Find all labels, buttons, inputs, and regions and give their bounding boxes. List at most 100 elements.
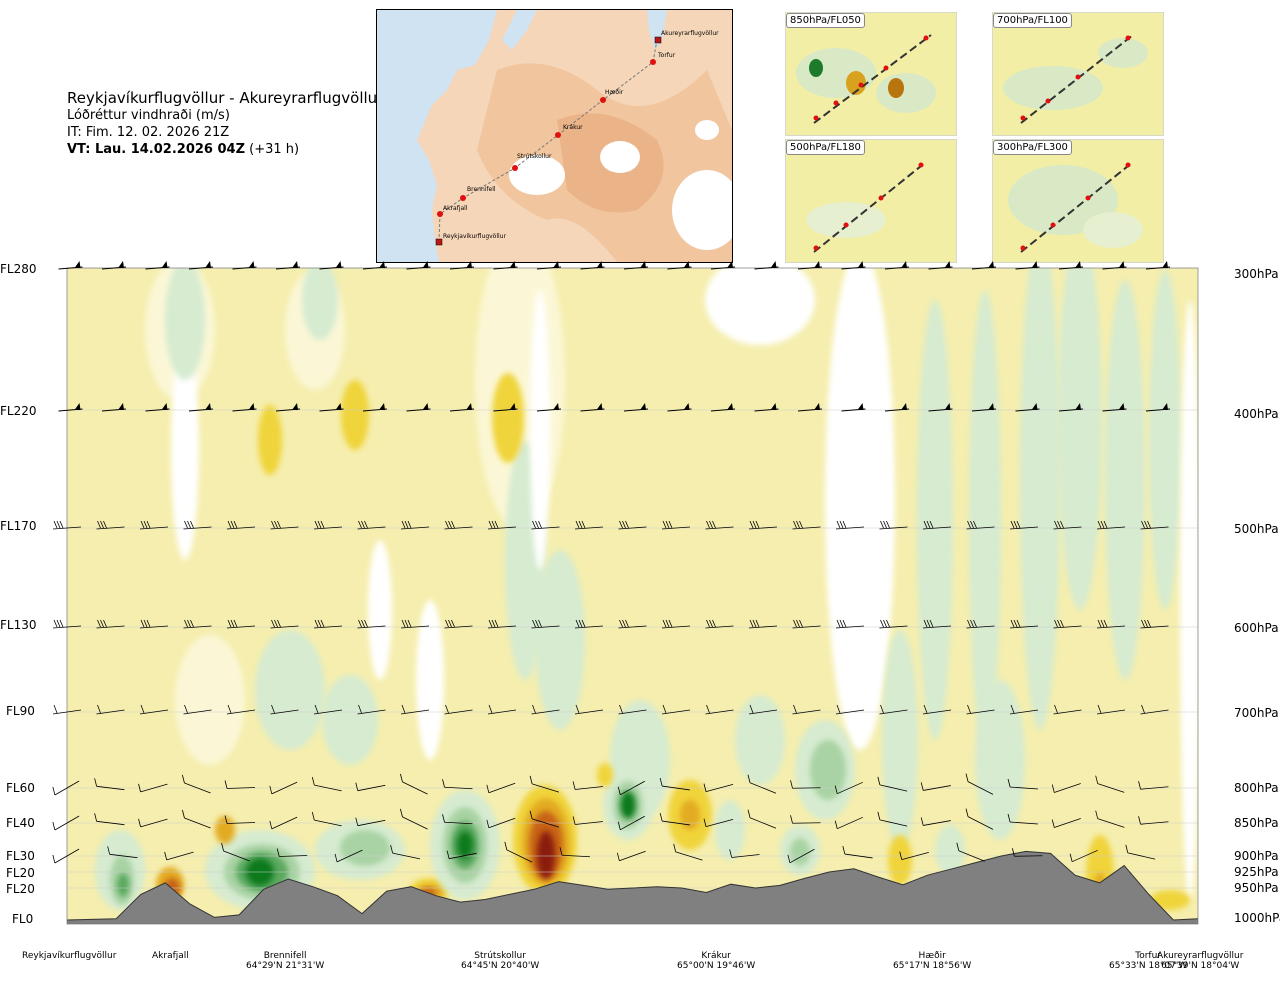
inset-300hpa: 300hPa/FL300 <box>992 139 1164 263</box>
wind-barb <box>486 817 516 829</box>
wind-barb <box>956 842 985 862</box>
wind-barb <box>313 619 343 629</box>
wind-barb <box>313 520 343 530</box>
wind-barb <box>96 619 125 629</box>
wind-barb <box>559 847 590 858</box>
waypoint-name: Strútskollur <box>474 951 526 961</box>
velocity-contour <box>825 268 895 750</box>
wind-barb <box>58 261 83 270</box>
wind-barb <box>966 520 995 530</box>
map-label-reykjavik: Reykjavíkurflugvöllur <box>443 233 506 240</box>
velocity-contour <box>530 290 550 570</box>
wind-barb <box>971 261 997 270</box>
wind-barb <box>52 704 82 715</box>
wind-barb <box>792 704 821 715</box>
wind-barb <box>834 816 863 830</box>
wind-barb <box>446 850 477 860</box>
inset-850hpa-svg <box>786 13 956 135</box>
wind-barb <box>659 812 690 826</box>
map-label-strutskollur: Strútskollur <box>517 153 552 160</box>
velocity-contour <box>705 268 815 345</box>
wind-barb <box>835 520 865 530</box>
wind-barb <box>270 619 299 629</box>
waypoint-name: Akrafjall <box>152 951 189 961</box>
wind-barb <box>1096 619 1126 629</box>
inset-300hpa-svg <box>993 140 1163 262</box>
velocity-contour <box>1020 268 1060 730</box>
wind-barb <box>618 704 647 715</box>
issue-time: IT: Fim. 12. 02. 2026 21Z <box>67 125 230 140</box>
velocity-contour <box>597 763 613 787</box>
wind-barb <box>965 773 994 795</box>
wind-barb <box>928 261 953 270</box>
fl-label: FL40 <box>6 816 35 830</box>
wind-barb <box>797 403 823 412</box>
velocity-contour <box>215 816 235 844</box>
waypoint-name: Krákur <box>701 951 731 961</box>
wind-barb <box>580 261 605 270</box>
waypoint-name: Hæðir <box>918 951 946 961</box>
route-title: Reykjavíkurflugvöllur - Akureyrarflugvöl… <box>67 89 384 107</box>
wind-barb <box>1009 520 1039 530</box>
velocity-contour <box>492 373 524 463</box>
velocity-contour <box>888 835 912 885</box>
wind-barb <box>797 261 823 270</box>
wind-barb <box>1009 704 1039 715</box>
wind-barb <box>529 775 560 793</box>
wind-barb <box>355 782 386 792</box>
wind-barb <box>101 403 127 412</box>
wind-barb <box>618 520 647 530</box>
map-label-haedir: Hæðir <box>605 89 624 96</box>
velocity-contour <box>1150 890 1190 910</box>
wind-barb <box>574 619 604 629</box>
wind-barb <box>449 261 475 270</box>
wind-barb <box>729 849 760 858</box>
wind-barb <box>1140 619 1169 629</box>
inset-700hpa: 700hPa/FL100 <box>992 12 1164 136</box>
vertical-velocity-field <box>67 268 1198 924</box>
wind-barb <box>710 403 736 412</box>
wind-barb <box>879 704 908 715</box>
wind-barb <box>920 817 951 826</box>
wind-barb <box>1053 520 1082 530</box>
wind-barb <box>400 520 430 530</box>
route-map: Akureyrarflugvöllur Torfur Hæðir Krákur … <box>376 9 733 263</box>
wind-barb <box>182 809 211 829</box>
wind-barb <box>842 845 873 859</box>
hpa-label: 850hPa <box>1234 816 1279 830</box>
wind-barb <box>1007 813 1038 825</box>
wind-barb <box>275 403 301 412</box>
wind-barb <box>487 704 517 715</box>
wind-barb <box>493 261 518 270</box>
velocity-contour <box>680 800 700 830</box>
wind-barb <box>406 403 431 412</box>
wind-barb <box>1053 704 1082 715</box>
wind-barb <box>319 403 344 412</box>
wind-barb <box>877 811 908 827</box>
waypoint-coord: 64°45'N 20°40'W <box>461 961 540 971</box>
waypoint-coord: 65°33'N 18°07'W <box>1109 961 1188 971</box>
wind-barb <box>94 813 125 826</box>
map-label-akrafjall: Akrafjall <box>443 205 468 212</box>
wind-barb <box>1145 403 1171 412</box>
wind-barb <box>444 619 473 629</box>
wind-barb <box>269 816 298 830</box>
wind-barb <box>1096 520 1126 530</box>
wind-barb <box>1011 848 1043 857</box>
velocity-contour <box>1180 300 1198 900</box>
velocity-contour <box>416 600 444 760</box>
wind-barb <box>536 261 562 270</box>
wind-barb <box>270 704 299 715</box>
wind-barb <box>834 781 863 795</box>
valid-time-date: VT: Lau. 14.02.2026 04Z <box>67 142 246 157</box>
inset-label: 300hPa/FL300 <box>993 140 1072 155</box>
fl-label: FL280 <box>0 262 37 276</box>
wind-barb <box>1102 261 1127 270</box>
velocity-contour <box>1058 268 1102 610</box>
wind-barb <box>661 520 691 530</box>
wind-barb <box>1145 261 1171 270</box>
wind-barb <box>487 520 517 530</box>
waypoint-label: Hæðir 65°17'N 18°56'W <box>893 951 971 971</box>
fl-label: FL170 <box>0 519 37 533</box>
wind-barb <box>96 520 125 530</box>
